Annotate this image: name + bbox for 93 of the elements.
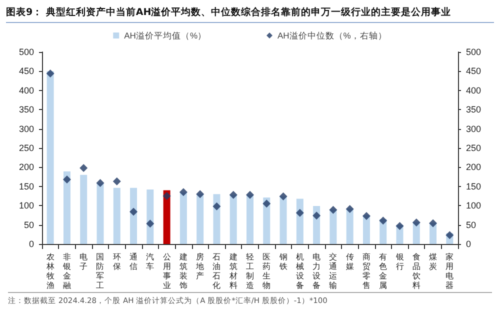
bar [263, 198, 270, 244]
point [146, 220, 154, 228]
bar [213, 194, 220, 244]
y-tick-label: 50 [24, 220, 34, 230]
point [179, 188, 188, 196]
x-tick-label: 机械设备 [296, 252, 304, 290]
x-tick-label: 医药生物 [262, 252, 271, 290]
y2-tick-label: 0 [466, 239, 472, 249]
bar [130, 188, 138, 244]
y-tick-label: 200 [18, 162, 34, 172]
point [362, 212, 370, 220]
bar [113, 188, 120, 244]
bar [96, 183, 104, 244]
point [412, 218, 420, 226]
point [346, 205, 354, 214]
x-tick-label: 汽车 [146, 252, 154, 271]
point [196, 190, 204, 198]
x-tick-label: 交通运输 [329, 252, 338, 290]
point [212, 202, 221, 210]
y-tick-label: 450 [18, 66, 34, 76]
x-tick-label: 有色金属 [379, 252, 388, 290]
point [229, 190, 238, 199]
y-tick-label: 100 [18, 200, 34, 211]
y-tick-label: 300 [18, 124, 34, 134]
y-tick-label: 400 [18, 85, 34, 96]
point [312, 212, 321, 220]
y-tick-label: 350 [18, 104, 34, 115]
point [329, 206, 338, 214]
x-tick-label: 建筑材料 [228, 252, 238, 290]
y2-tick-label: 150 [466, 181, 482, 192]
bar [230, 194, 237, 244]
point [279, 192, 288, 200]
x-tick-label: 环保 [112, 252, 121, 271]
y2-tick-label: 250 [466, 143, 482, 153]
bar [362, 215, 370, 244]
bar [180, 192, 187, 244]
x-tick-label: 食品饮料 [411, 252, 420, 290]
x-tick-label: 传媒 [346, 252, 354, 271]
legend-label: AH溢价平均值（%） [124, 30, 207, 40]
point [96, 178, 104, 187]
x-tick-label: 商贸零售 [362, 252, 370, 290]
bar [80, 174, 88, 244]
x-tick-label: 煤炭 [429, 252, 438, 271]
x-tick-label: 公用事业 [162, 252, 171, 290]
point [80, 164, 88, 172]
x-tick-label: 非银金融 [62, 252, 71, 290]
x-tick-label: 电子 [80, 252, 88, 271]
point [46, 70, 54, 78]
y2-tick-label: 100 [466, 200, 482, 211]
point [446, 231, 454, 240]
point [262, 200, 271, 208]
y2-tick-label: 350 [466, 104, 482, 115]
point [396, 222, 404, 230]
x-tick-label: 建筑装饰 [178, 252, 188, 290]
y-tick-label: 500 [18, 47, 34, 57]
y2-tick-label: 400 [466, 85, 482, 96]
point [379, 216, 388, 225]
y2-tick-label: 50 [466, 220, 476, 230]
x-tick-label: 房地产 [195, 252, 204, 280]
x-tick-label: 国防军工 [96, 252, 104, 290]
bar [163, 190, 170, 244]
y-tick-label: 150 [18, 181, 34, 192]
point [162, 192, 171, 200]
x-tick-label: 电力设备 [312, 252, 321, 290]
x-tick-label: 农林牧渔 [45, 252, 54, 290]
point [130, 208, 138, 216]
bar [246, 194, 254, 244]
y-tick-label: 0 [28, 239, 34, 249]
bar [280, 196, 287, 244]
y2-tick-label: 200 [466, 162, 482, 172]
x-tick-label: 石油石化 [212, 252, 221, 290]
x-tick-label: 银行 [394, 252, 404, 271]
point [62, 175, 71, 184]
bar [63, 171, 70, 244]
point [296, 208, 304, 217]
bar [46, 71, 54, 244]
chart-title: 图表9： 典型红利资产中当前AH溢价平均数、中位数综合排名靠前的申万一级行业的主要是公用事业 [6, 6, 494, 23]
y2-tick-label: 450 [466, 66, 482, 76]
x-tick-label: 家用电器 [446, 252, 454, 290]
y2-tick-label: 500 [466, 47, 482, 57]
y-tick-label: 250 [18, 143, 34, 153]
x-tick-label: 轻工制造 [246, 252, 254, 290]
bar [346, 208, 354, 244]
bar [196, 194, 204, 244]
bar [146, 189, 154, 244]
point [246, 190, 254, 199]
x-tick-label: 钢铁 [278, 252, 288, 271]
bar [330, 209, 337, 244]
x-tick-label: 通信 [130, 252, 138, 271]
point [112, 177, 121, 186]
legend-label: AH溢价中位数（%，右轴） [278, 30, 387, 40]
y2-tick-label: 300 [466, 124, 482, 134]
point [429, 219, 438, 228]
